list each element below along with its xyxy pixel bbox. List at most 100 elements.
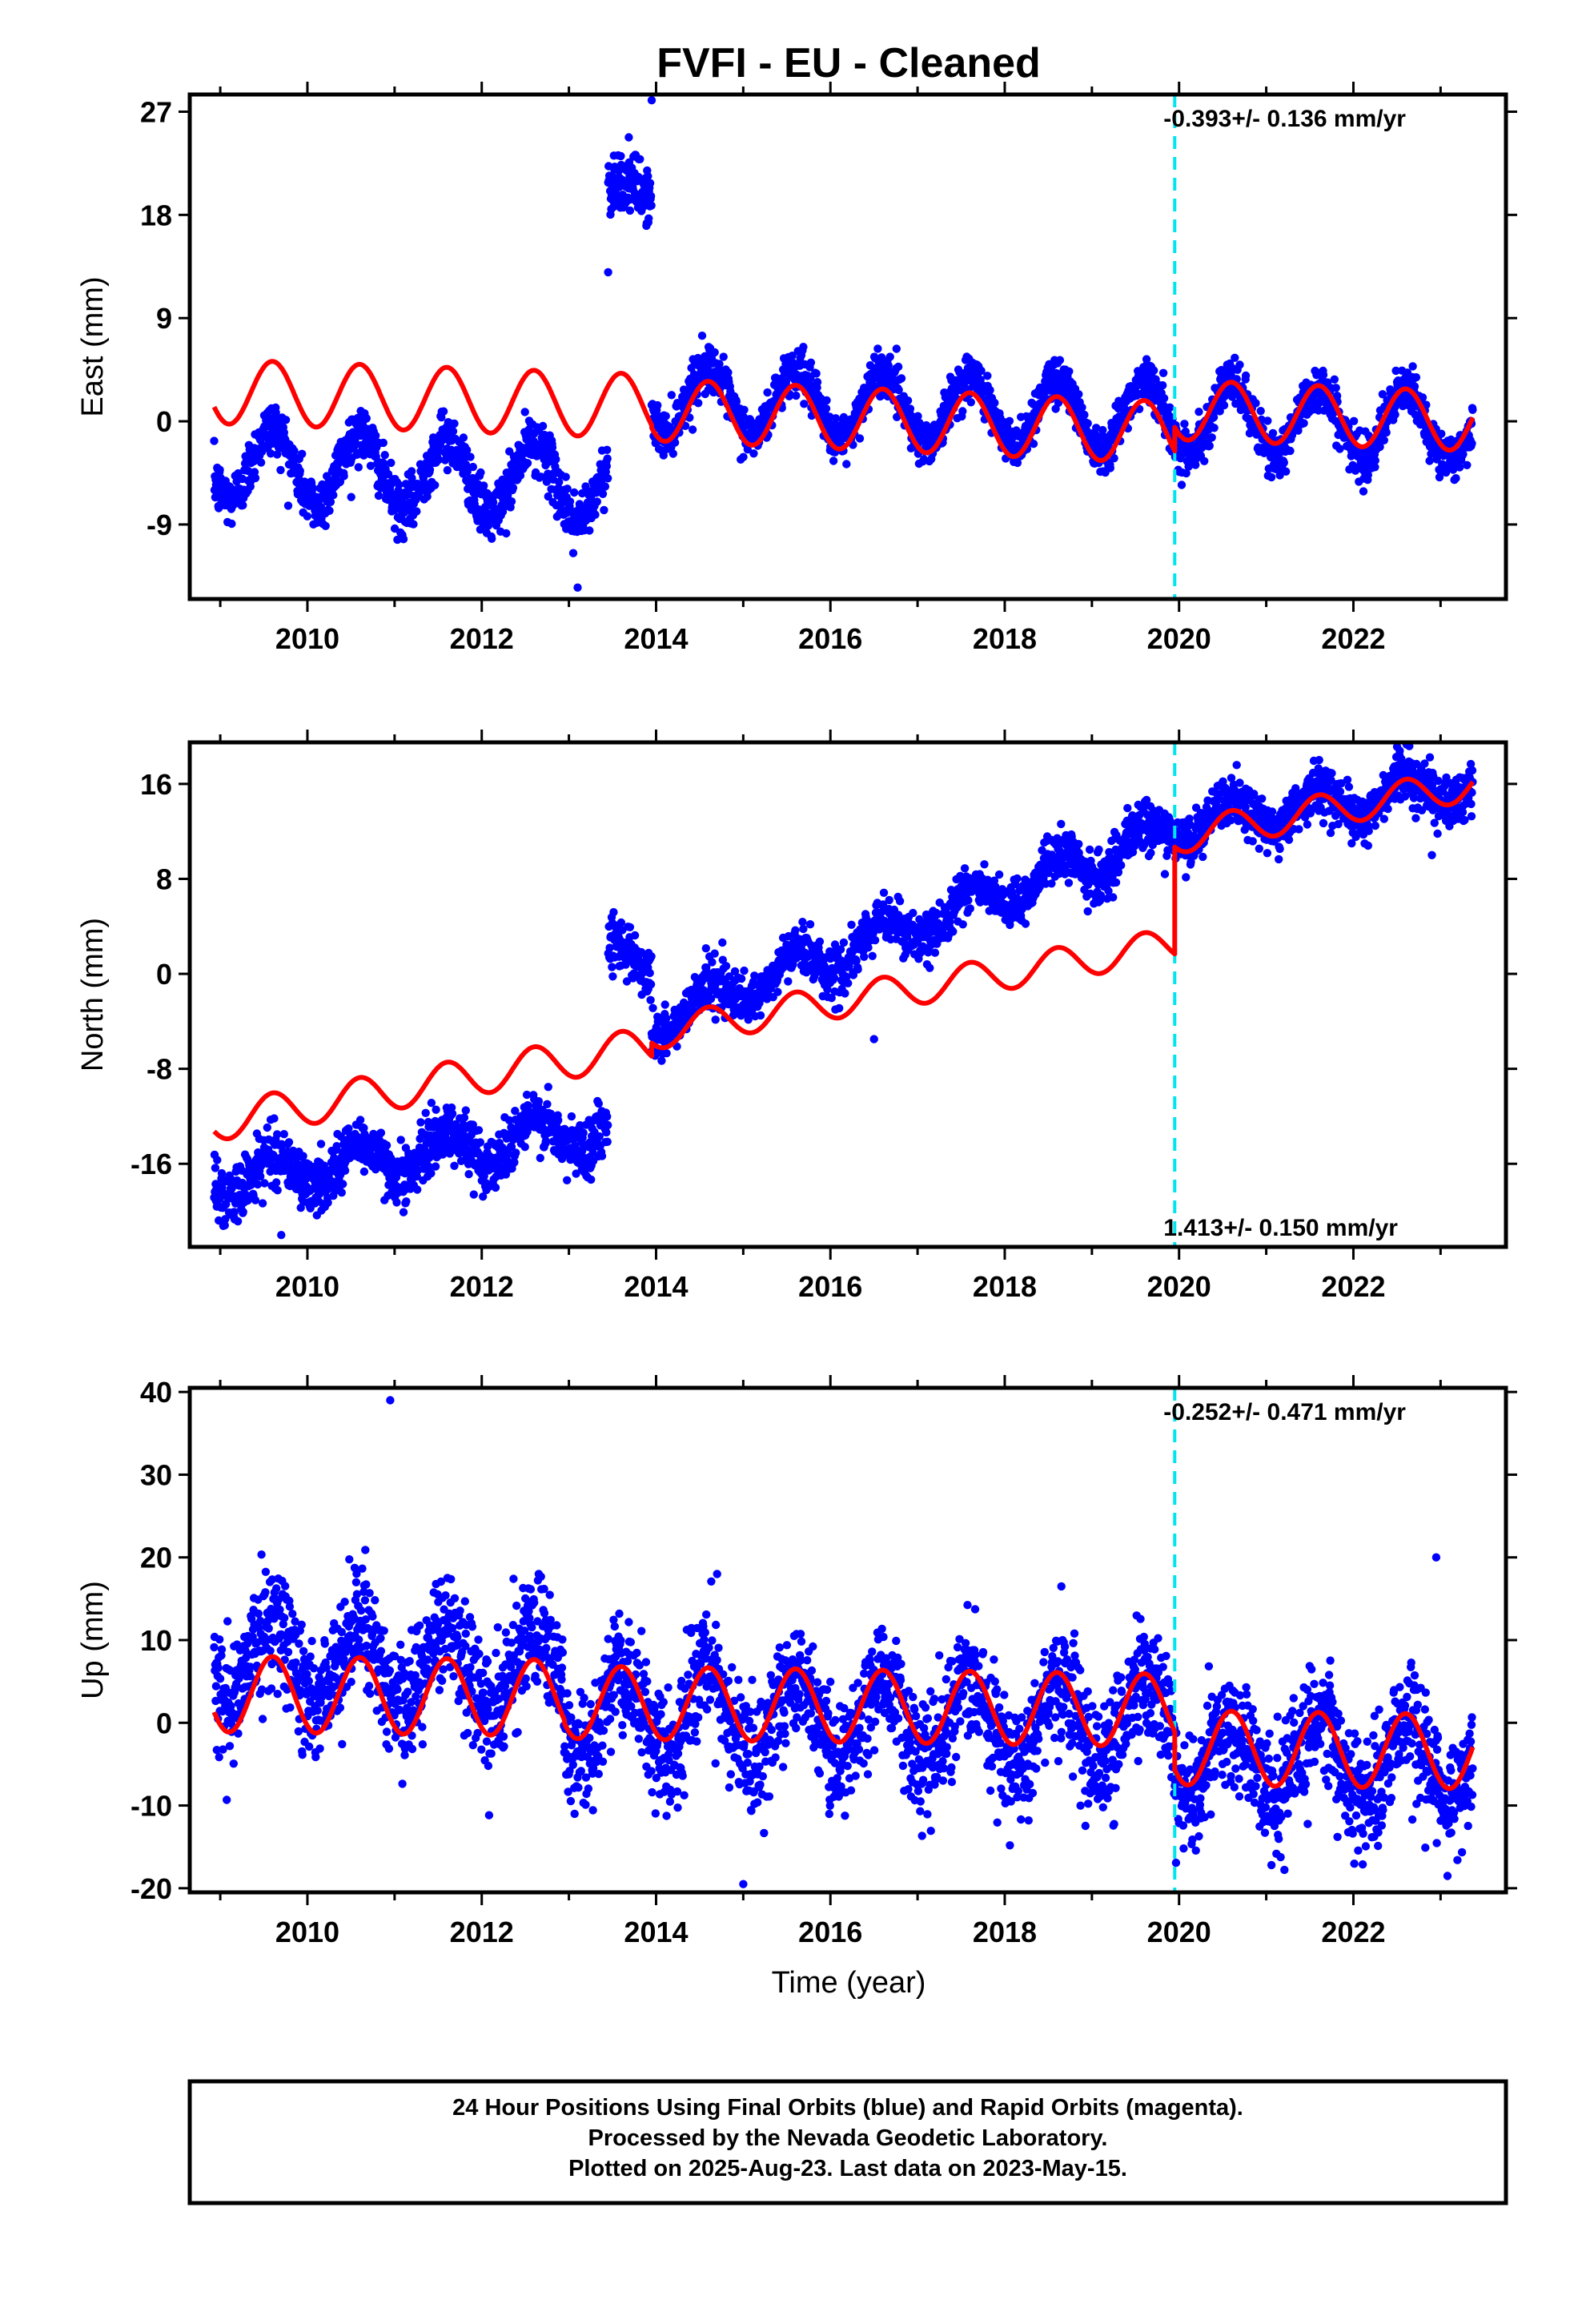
observation-point bbox=[1468, 405, 1477, 414]
observation-point bbox=[416, 1118, 425, 1127]
observation-point bbox=[395, 480, 404, 489]
observation-point bbox=[1166, 403, 1174, 412]
observation-point bbox=[1468, 439, 1476, 448]
observation-point bbox=[897, 374, 906, 383]
observation-point bbox=[958, 407, 967, 416]
observation-point bbox=[645, 179, 655, 187]
observation-point bbox=[986, 386, 994, 395]
plot-area bbox=[210, 94, 1477, 599]
observation-point bbox=[1191, 460, 1200, 469]
observation-point bbox=[715, 360, 724, 368]
observation-point bbox=[1150, 366, 1158, 375]
observation-point bbox=[263, 1123, 271, 1132]
observation-point bbox=[1074, 390, 1083, 399]
observation-point bbox=[399, 1208, 408, 1216]
observation-point bbox=[1055, 356, 1065, 364]
observation-point bbox=[251, 473, 260, 483]
observation-point bbox=[432, 1105, 440, 1114]
observation-points bbox=[210, 96, 1477, 592]
observation-point bbox=[272, 1178, 281, 1187]
observation-point bbox=[598, 489, 608, 498]
observation-point bbox=[1379, 436, 1389, 444]
observation-point bbox=[523, 459, 532, 468]
observation-point bbox=[719, 352, 728, 361]
observation-point bbox=[1282, 467, 1291, 476]
observation-point bbox=[724, 368, 733, 377]
observation-point bbox=[380, 451, 389, 460]
observation-point bbox=[355, 1116, 365, 1124]
observation-point bbox=[270, 1114, 279, 1123]
observation-point bbox=[616, 151, 625, 161]
observation-point bbox=[308, 484, 318, 493]
x-tick-label: 2016 bbox=[798, 622, 862, 655]
observation-point bbox=[815, 937, 825, 947]
observation-point bbox=[260, 1179, 269, 1188]
observation-point bbox=[587, 1175, 596, 1184]
observation-point bbox=[215, 1216, 223, 1225]
observation-point bbox=[737, 974, 746, 983]
observation-point bbox=[488, 534, 496, 543]
observation-point bbox=[448, 427, 458, 436]
observation-point bbox=[463, 467, 472, 476]
observation-point bbox=[284, 1138, 294, 1147]
observation-point bbox=[279, 1130, 288, 1139]
observation-point bbox=[339, 1180, 347, 1188]
observation-point bbox=[792, 391, 801, 400]
observation-point bbox=[382, 1141, 391, 1150]
observation-point bbox=[1425, 456, 1434, 465]
observation-point bbox=[1408, 362, 1417, 371]
observation-point bbox=[685, 413, 694, 422]
observation-point bbox=[273, 1186, 282, 1195]
observation-point bbox=[644, 214, 653, 223]
observation-point bbox=[374, 491, 383, 501]
observation-point bbox=[354, 463, 363, 472]
observation-point bbox=[625, 923, 635, 932]
observation-point bbox=[413, 1185, 422, 1194]
observation-point bbox=[1287, 431, 1297, 440]
observation-point bbox=[273, 450, 282, 459]
observation-point bbox=[221, 1215, 230, 1224]
observation-point bbox=[215, 465, 224, 474]
observation-point bbox=[905, 404, 915, 413]
observation-point bbox=[210, 436, 219, 445]
observation-point bbox=[466, 452, 475, 461]
observation-point bbox=[450, 419, 459, 428]
observation-point bbox=[784, 977, 793, 986]
observation-point bbox=[565, 497, 575, 506]
y-axis-label: East (mm) bbox=[76, 276, 110, 416]
observation-point bbox=[325, 506, 334, 515]
observation-point bbox=[740, 966, 749, 975]
observation-point bbox=[594, 1099, 603, 1108]
observation-point bbox=[227, 519, 236, 529]
observation-point bbox=[480, 481, 488, 490]
observation-point bbox=[1209, 412, 1219, 422]
observation-point bbox=[645, 968, 654, 978]
observation-point bbox=[1279, 458, 1289, 467]
observation-point bbox=[253, 1180, 263, 1189]
observation-point bbox=[966, 398, 976, 407]
observation-point bbox=[873, 344, 882, 353]
x-tick-label: 2012 bbox=[450, 622, 514, 655]
observation-point bbox=[450, 1161, 459, 1171]
observation-point bbox=[332, 1142, 341, 1151]
observation-point bbox=[391, 1173, 401, 1182]
observation-point bbox=[1330, 375, 1339, 384]
observation-point bbox=[431, 480, 440, 489]
observation-point bbox=[561, 472, 570, 481]
observation-point bbox=[211, 1164, 220, 1172]
observation-point bbox=[1231, 353, 1239, 362]
y-tick-label: -9 bbox=[147, 509, 172, 541]
observation-point bbox=[319, 1161, 328, 1170]
observation-point bbox=[421, 1108, 430, 1118]
observation-point bbox=[694, 399, 703, 408]
observation-point bbox=[661, 1000, 669, 1009]
outlier-point bbox=[647, 96, 656, 105]
observation-point bbox=[340, 1166, 350, 1176]
observation-point bbox=[800, 400, 809, 408]
observation-point bbox=[502, 529, 511, 538]
observation-point bbox=[251, 1196, 260, 1204]
observation-point bbox=[299, 1152, 307, 1160]
observation-point bbox=[276, 465, 285, 475]
observation-point bbox=[1251, 399, 1260, 408]
observation-point bbox=[407, 467, 416, 476]
